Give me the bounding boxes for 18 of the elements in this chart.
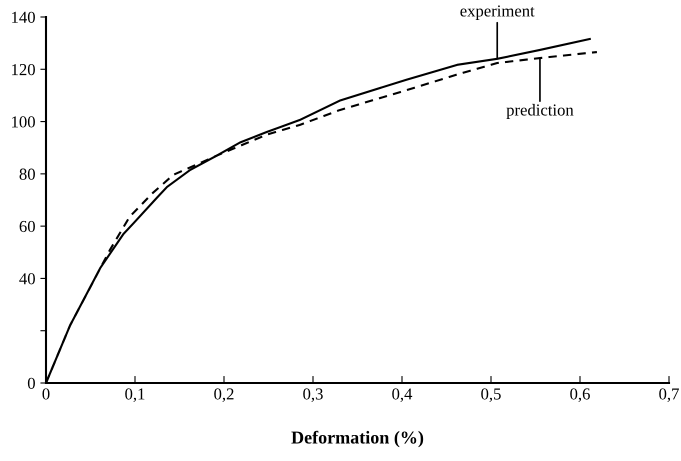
text: prediction [506,104,574,119]
series-label: experiment [460,5,535,20]
y-tick-label: 120 [12,64,35,76]
x-axis-title: Deformation (%) [291,430,424,448]
x-tick-label: 0,5 [481,388,501,402]
x-tick-label: 0,4 [392,388,412,402]
x-tick-label: 0,1 [125,388,144,402]
y-tick-label: 100 [12,116,35,128]
x-tick-label: 0,2 [214,388,234,402]
x-tick-label: 0,6 [570,388,590,402]
x-tick-label: 0,3 [303,388,323,402]
y-tick-label: 0 [28,378,35,389]
y-tick-label: 60 [20,220,35,232]
x-tick-label: 0,7 [659,388,679,402]
y-tick-label: 140 [12,12,35,23]
x-tick-label: 0 [42,388,50,400]
y-tick-label: 40 [19,273,35,284]
y-tick-label: 80 [20,168,35,180]
